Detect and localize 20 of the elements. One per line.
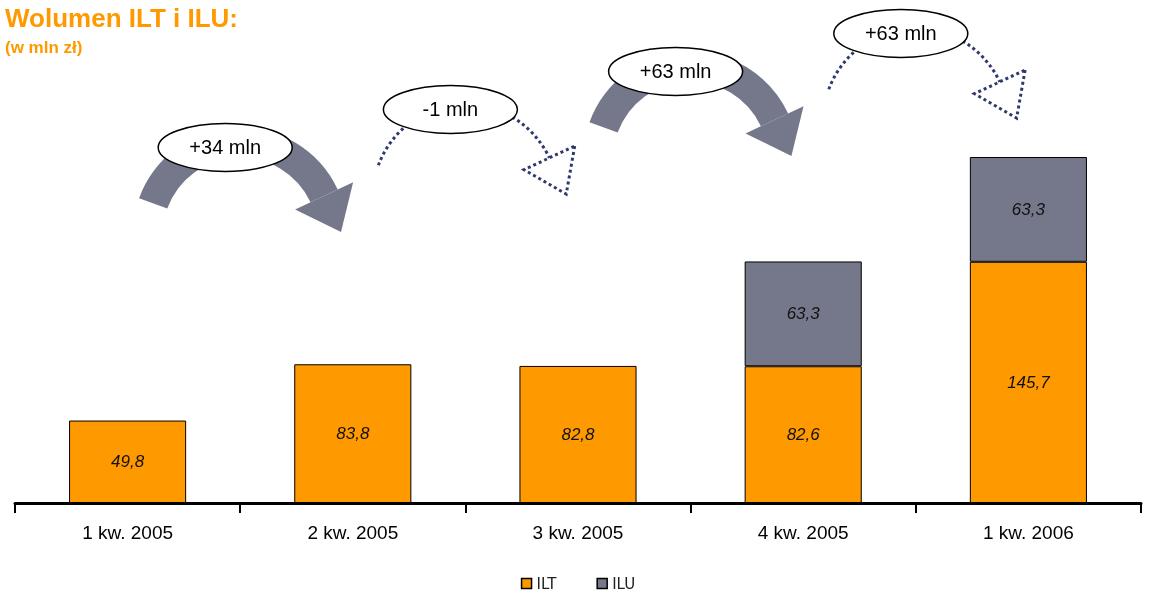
x-tick-label: 3 kw. 2005 xyxy=(532,522,624,543)
data-label: 82,6 xyxy=(786,425,821,445)
data-label: 63,3 xyxy=(1011,199,1046,219)
data-label: 83,8 xyxy=(336,424,370,444)
data-label: 63,3 xyxy=(786,304,821,324)
legend-label: ILT xyxy=(536,574,558,593)
text: +63 mln xyxy=(864,22,937,45)
text: -1 mln xyxy=(422,98,479,121)
chart-subtitle: (w mln zł) xyxy=(5,38,83,57)
text: +63 mln xyxy=(639,60,712,83)
legend-label: ILU xyxy=(612,574,636,593)
text: +34 mln xyxy=(189,136,262,159)
x-tick-label: 1 kw. 2005 xyxy=(82,522,174,543)
x-tick-label: 4 kw. 2005 xyxy=(757,522,849,543)
x-tick-label: 1 kw. 2006 xyxy=(982,522,1074,543)
data-label: 82,8 xyxy=(561,424,596,444)
chart-title: Wolumen ILT i ILU: xyxy=(5,3,239,33)
data-label: 145,7 xyxy=(1007,372,1051,392)
x-tick-label: 2 kw. 2005 xyxy=(307,522,399,543)
data-label: 49,8 xyxy=(111,452,145,472)
